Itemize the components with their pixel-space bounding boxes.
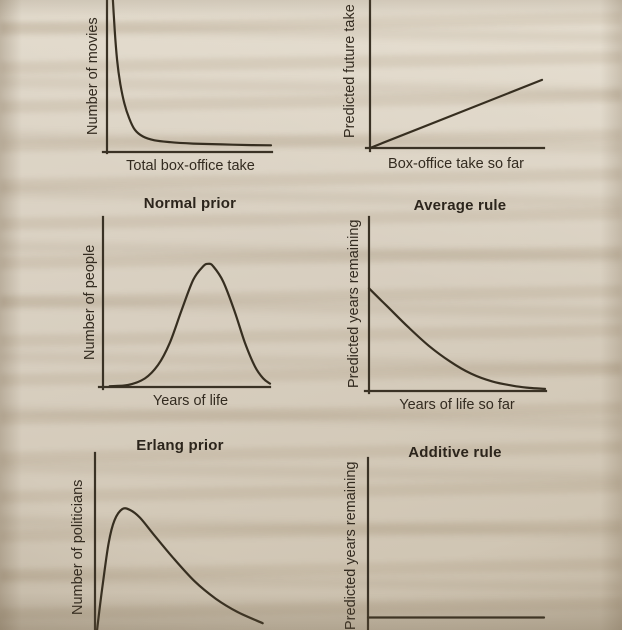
y-axis-label: Number of movies — [85, 17, 101, 135]
x-axis-label: Years of life — [152, 393, 229, 409]
chart-erlang-prior: Erlang prior Number of politicians — [60, 435, 300, 630]
chart-title: Additive rule — [408, 444, 502, 461]
chart-average-rule: Average rule Predicted years remaining Y… — [340, 195, 565, 415]
chart-title: Average rule — [413, 197, 507, 214]
y-axis-label: Predicted future take — [342, 4, 358, 138]
y-axis-label: Predicted years remaining — [346, 219, 362, 389]
decay-curve — [367, 287, 547, 390]
y-axis-label: Number of people — [82, 244, 98, 360]
x-axis-label: Total box-office take — [126, 158, 255, 174]
chart-title: Erlang prior — [136, 437, 224, 454]
y-axis-label: Number of politicians — [70, 479, 86, 615]
chart-canvas — [366, 456, 546, 630]
chart-movies-prior: Number of movies Total box-office take — [60, 0, 290, 185]
chart-box-office-prediction: Predicted future take Box-office take so… — [338, 0, 562, 185]
power-law-curve — [111, 0, 273, 147]
chart-canvas — [364, 0, 546, 153]
chart-additive-rule: Additive rule Predicted years remaining — [340, 435, 565, 630]
x-axis-label: Box-office take so far — [388, 156, 524, 172]
y-axis-label: Predicted years remaining — [343, 461, 359, 630]
rising-line-curve — [368, 78, 544, 150]
chart-title: Normal prior — [143, 195, 237, 212]
chart-canvas — [101, 0, 274, 155]
x-axis-label: Years of life so far — [399, 397, 515, 413]
chart-canvas — [363, 215, 548, 395]
chart-canvas — [97, 215, 272, 391]
bell-curve — [108, 262, 272, 388]
erlang-curve — [95, 507, 264, 630]
chart-normal-prior: Normal prior Number of people Years of l… — [60, 195, 290, 415]
chart-canvas — [93, 451, 264, 630]
